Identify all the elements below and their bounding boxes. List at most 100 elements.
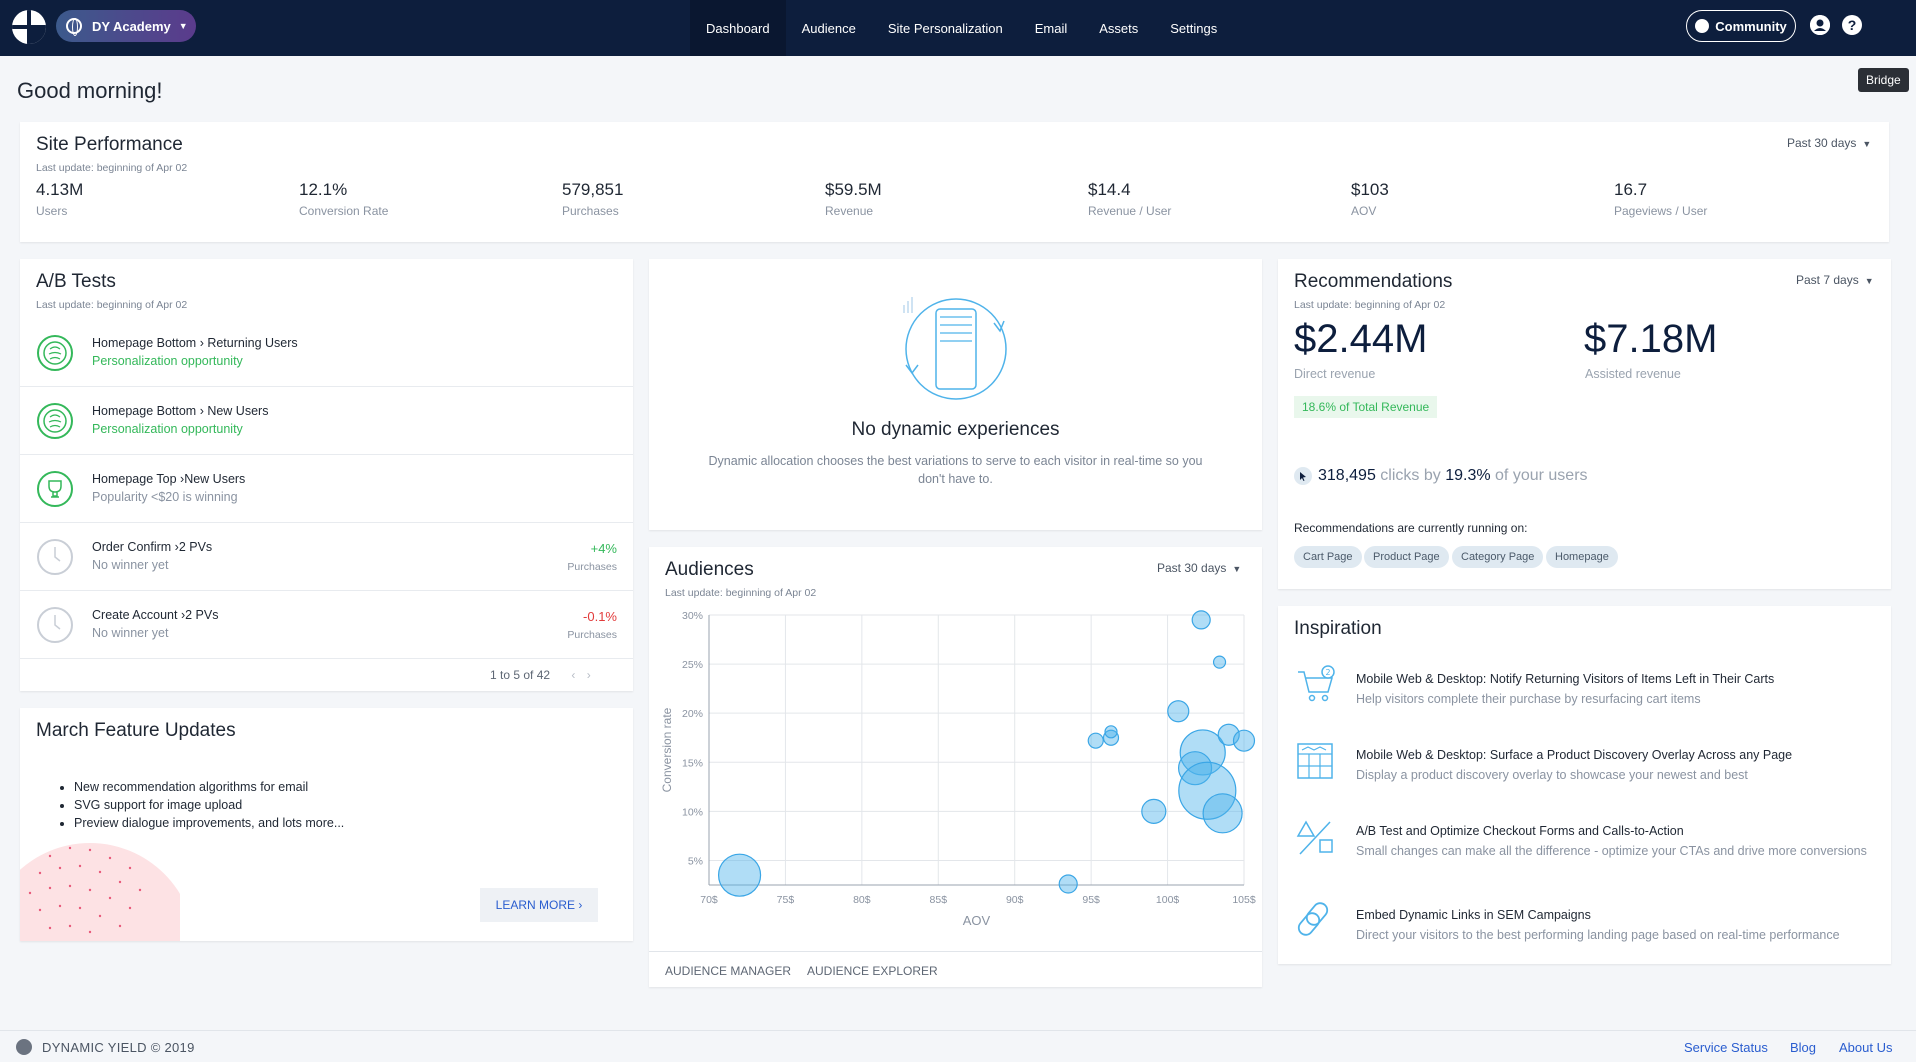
- y-tick-label: 25%: [682, 659, 703, 671]
- chevron-left-icon[interactable]: ‹: [571, 668, 576, 682]
- recommendations-range-dropdown[interactable]: Past 7 days ▼: [1796, 273, 1874, 287]
- users-suffix: of your users: [1495, 467, 1588, 485]
- brain-icon: [36, 334, 74, 372]
- blog-link[interactable]: Blog: [1790, 1040, 1817, 1055]
- range-label: Past 7 days: [1796, 273, 1859, 287]
- scatter-point: [1087, 732, 1104, 749]
- clock-icon: [36, 538, 74, 576]
- community-button[interactable]: Community: [1686, 10, 1796, 42]
- help-icon[interactable]: ?: [1842, 15, 1862, 35]
- audiences-title: Audiences: [665, 559, 754, 580]
- ab-test-title: Homepage Bottom › Returning Users: [92, 336, 298, 350]
- user-profile-icon[interactable]: [1810, 15, 1830, 35]
- ab-test-title: Homepage Bottom › New Users: [92, 404, 269, 418]
- page-footer: DYNAMIC YIELD © 2019 Service Status Blog…: [0, 1030, 1916, 1062]
- service-status-link[interactable]: Service Status: [1684, 1040, 1768, 1055]
- x-tick-label: 85$: [930, 894, 948, 906]
- overlay-grid-icon: [1297, 743, 1333, 779]
- y-axis-label: Conversion rate: [660, 707, 674, 792]
- cart-icon: 2: [1298, 665, 1335, 702]
- no-dynamic-description: Dynamic allocation chooses the best vari…: [708, 454, 1203, 486]
- metric-value: 579,851: [562, 180, 624, 199]
- page-tag-product[interactable]: Product Page: [1364, 546, 1449, 568]
- clock-icon: [36, 606, 74, 644]
- metric-value: 12.1%: [299, 180, 348, 199]
- x-tick-label: 80$: [853, 894, 871, 906]
- nav-dashboard[interactable]: Dashboard: [690, 0, 786, 56]
- community-label: Community: [1715, 18, 1787, 34]
- dynamic-yield-logo-icon: [16, 1039, 32, 1055]
- inspiration-item-desc: Display a product discovery overlay to s…: [1356, 768, 1748, 782]
- metric-label: Revenue / User: [1088, 204, 1172, 218]
- audiences-footer: AUDIENCE MANAGER AUDIENCE EXPLORER: [649, 951, 1262, 987]
- y-tick-label: 15%: [682, 757, 703, 769]
- ab-test-status: Popularity <$20 is winning: [92, 490, 238, 504]
- about-us-link[interactable]: About Us: [1839, 1040, 1893, 1055]
- learn-more-button[interactable]: LEARN MORE ›: [480, 888, 598, 922]
- page-tag-homepage[interactable]: Homepage: [1546, 546, 1618, 568]
- assisted-revenue-label: Assisted revenue: [1585, 367, 1681, 381]
- metric-aov: $103 AOV: [1351, 180, 1389, 218]
- assisted-revenue-value: $7.18M: [1584, 317, 1718, 361]
- ab-test-row[interactable]: Homepage Top ›New Users Popularity <$20 …: [20, 455, 633, 523]
- x-tick-label: 75$: [777, 894, 795, 906]
- scatter-point: [1058, 874, 1078, 894]
- bridge-tooltip: Bridge: [1858, 68, 1909, 92]
- account-selector[interactable]: DY Academy ▼: [56, 10, 196, 42]
- metric-label: Users: [36, 204, 68, 218]
- ab-test-row[interactable]: Homepage Bottom › Returning Users Person…: [20, 319, 633, 387]
- ab-test-status: Personalization opportunity: [92, 354, 243, 368]
- globe-icon: [66, 18, 82, 36]
- page-tag-category[interactable]: Category Page: [1452, 546, 1544, 568]
- audience-explorer-link[interactable]: AUDIENCE EXPLORER: [807, 964, 938, 978]
- trophy-icon: [36, 470, 74, 508]
- dynamic-allocation-icon: [903, 297, 1007, 400]
- caret-down-icon: ▼: [1232, 564, 1242, 574]
- ab-test-row[interactable]: Homepage Bottom › New Users Personalizat…: [20, 387, 633, 455]
- scatter-point: [1178, 761, 1237, 820]
- x-tick-label: 100$: [1156, 894, 1180, 906]
- audiences-last-update: Last update: beginning of Apr 02: [665, 587, 817, 599]
- feature-list: New recommendation algorithms for email …: [74, 780, 344, 834]
- audiences-range-dropdown[interactable]: Past 30 days ▼: [1157, 561, 1241, 575]
- metric-value: $103: [1351, 180, 1389, 199]
- metric-label: Revenue: [825, 204, 874, 218]
- decorative-dots-graphic: [20, 843, 180, 941]
- ab-test-uplift: +4%: [590, 541, 617, 556]
- chevron-right-icon[interactable]: ›: [586, 668, 591, 682]
- nav-audience[interactable]: Audience: [801, 20, 856, 36]
- metric-conversion-rate: 12.1% Conversion Rate: [299, 180, 388, 218]
- inspiration-title: Inspiration: [1294, 618, 1382, 639]
- inspiration-item-title: Embed Dynamic Links in SEM Campaigns: [1356, 908, 1591, 922]
- ab-test-row[interactable]: Create Account ›2 PVs No winner yet -0.1…: [20, 591, 633, 659]
- feature-updates-card: March Feature Updates New recommendation…: [20, 708, 633, 941]
- ab-test-title: Homepage Top ›New Users: [92, 472, 246, 486]
- x-tick-label: 95$: [1082, 894, 1100, 906]
- dynamic-experiences-card: No dynamic experiences Dynamic allocatio…: [649, 259, 1262, 530]
- brain-icon: [36, 402, 74, 440]
- site-performance-title: Site Performance: [36, 134, 183, 155]
- dy-logo-icon[interactable]: [12, 10, 46, 44]
- metric-label: Purchases: [562, 204, 619, 218]
- audience-manager-link[interactable]: AUDIENCE MANAGER: [665, 964, 792, 978]
- community-icon: [1695, 19, 1710, 33]
- ab-tests-card: A/B Tests Last update: beginning of Apr …: [20, 259, 633, 691]
- range-label: Past 30 days: [1787, 136, 1857, 150]
- nav-site-personalization[interactable]: Site Personalization: [887, 20, 1003, 36]
- cursor-icon: [1294, 467, 1312, 485]
- y-tick-label: 5%: [688, 855, 703, 867]
- inspiration-item-desc: Small changes can make all the differenc…: [1356, 844, 1867, 858]
- ab-test-row[interactable]: Order Confirm ›2 PVs No winner yet +4% P…: [20, 523, 633, 591]
- site-performance-range-dropdown[interactable]: Past 30 days ▼: [1787, 136, 1871, 150]
- y-tick-label: 30%: [682, 610, 703, 622]
- nav-email[interactable]: Email: [1034, 20, 1068, 36]
- caret-down-icon: ▼: [1862, 139, 1872, 149]
- page-tag-cart[interactable]: Cart Page: [1294, 546, 1362, 568]
- metric-label: Pageviews / User: [1614, 204, 1708, 218]
- nav-settings[interactable]: Settings: [1170, 20, 1218, 36]
- ab-tests-title: A/B Tests: [36, 271, 116, 292]
- scatter-point: [1202, 793, 1243, 834]
- scatter-point: [1104, 725, 1118, 739]
- nav-assets[interactable]: Assets: [1099, 20, 1139, 36]
- feature-updates-title: March Feature Updates: [36, 720, 236, 741]
